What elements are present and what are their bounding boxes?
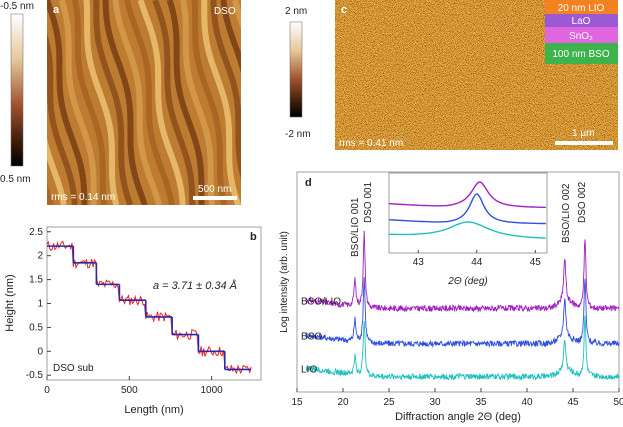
series-label: BSO/LIO bbox=[301, 296, 341, 307]
panel-b-letter: b bbox=[250, 231, 257, 243]
panel-b-ylabel: Height (nm) bbox=[4, 274, 16, 331]
panel-c-scalebar-label: 1 μm bbox=[572, 128, 594, 139]
x-tick-label: 500 bbox=[121, 385, 138, 396]
x-tick-label: 45 bbox=[567, 397, 579, 408]
panel-a-colorbar: -0.5 nm 0.5 nm bbox=[0, 1, 34, 185]
x-tick-label: 40 bbox=[521, 397, 533, 408]
panel-d-letter: d bbox=[305, 177, 312, 189]
panel-d-chart: d 15 20 25 30 35 40 45 50 BSO/LIO BSO LIO BSO/LIO… bbox=[279, 171, 623, 423]
inset-series-line bbox=[389, 181, 546, 209]
layer-lio bbox=[545, 0, 618, 14]
panel-d-inset: 43 44 45 2Θ (deg) bbox=[388, 172, 548, 287]
layer-lio-label: 20 nm LIO bbox=[558, 3, 605, 14]
panel-c-rms: rms = 0.41 nm bbox=[339, 138, 403, 149]
panel-c-scalebar bbox=[555, 141, 613, 145]
colorbar-a-top-label: -0.5 nm bbox=[0, 1, 34, 12]
series-label: BSO bbox=[301, 332, 322, 343]
y-tick-label: 1 bbox=[37, 299, 43, 310]
panel-c-colorbar: 2 nm -2 nm bbox=[285, 6, 311, 140]
panel-b-chart: b 0 500 1000-0.500.511.522.5 a = 3.71 ± 0.… bbox=[4, 226, 262, 416]
y-tick-label: 0 bbox=[37, 346, 43, 357]
layer-bso bbox=[545, 43, 618, 64]
panel-c-letter: c bbox=[341, 4, 347, 16]
layer-lao bbox=[545, 14, 618, 27]
layer-sno2-label: SnO₂ bbox=[569, 31, 593, 42]
xrd-series-line bbox=[305, 277, 620, 349]
layer-sno2 bbox=[545, 27, 618, 43]
y-tick-label: 0.5 bbox=[29, 322, 43, 333]
inset-x-tick-label: 43 bbox=[413, 257, 425, 268]
panel-b-frame bbox=[46, 226, 262, 381]
x-tick-label: 1000 bbox=[200, 385, 223, 396]
inset-series-line bbox=[388, 193, 546, 225]
layer-lao-label: LaO bbox=[572, 16, 591, 27]
series-label: LIO bbox=[301, 365, 317, 376]
layer-stack: 20 nm LIO LaO SnO₂ 100 nm BSO bbox=[545, 0, 618, 64]
panel-a-afm-image: a DSO rms = 0.14 nm 500 nm bbox=[47, 0, 332, 205]
panel-a-letter: a bbox=[53, 4, 60, 16]
panel-d-xlabel: Diffraction angle 2Θ (deg) bbox=[395, 411, 521, 423]
xrd-series-line bbox=[305, 230, 620, 313]
lattice-annotation: a = 3.71 ± 0.34 Å bbox=[153, 279, 237, 292]
inset-x-tick-label: 45 bbox=[530, 257, 542, 268]
panel-d-frame bbox=[296, 171, 620, 393]
x-tick-label: 0 bbox=[44, 385, 50, 396]
panel-a-sample-label: DSO bbox=[214, 6, 236, 17]
colorbar-a-bottom-label: 0.5 nm bbox=[0, 174, 31, 185]
peak-label-dso-001: DSO 001 bbox=[363, 181, 374, 223]
peak-label-bso-lio-002: BSO/LIO 002 bbox=[561, 183, 572, 243]
terrace-stripe bbox=[249, 0, 291, 205]
inset-x-tick-label: 44 bbox=[471, 257, 483, 268]
x-tick-label: 25 bbox=[383, 397, 395, 408]
xrd-series-line bbox=[305, 315, 620, 382]
layer-bso-label: 100 nm BSO bbox=[552, 49, 609, 60]
x-tick-label: 50 bbox=[613, 397, 623, 408]
x-tick-label: 35 bbox=[475, 397, 487, 408]
y-tick-label: 2 bbox=[37, 251, 43, 262]
inset-xlabel: 2Θ (deg) bbox=[447, 276, 487, 287]
terrace-stripe bbox=[232, 0, 241, 30]
colorbar-c-top-label: 2 nm bbox=[285, 6, 307, 17]
x-tick-label: 20 bbox=[337, 397, 349, 408]
peak-label-dso-002: DSO 002 bbox=[577, 181, 588, 223]
terrace-stripe bbox=[302, 0, 332, 205]
peak-label-bso-lio-001: BSO/LIO 001 bbox=[350, 197, 361, 257]
x-tick-label: 15 bbox=[291, 397, 303, 408]
panel-a-scalebar-label: 500 nm bbox=[198, 184, 231, 195]
y-tick-label: -0.5 bbox=[26, 370, 44, 381]
panel-b-xlabel: Length (nm) bbox=[124, 404, 183, 416]
panel-a-scalebar bbox=[193, 196, 237, 200]
panel-b-sample-label: DSO sub bbox=[53, 363, 94, 374]
panel-d-ylabel: Log intensity (arb. unit) bbox=[279, 231, 290, 333]
x-tick-label: 30 bbox=[429, 397, 441, 408]
height-profile-line bbox=[46, 240, 252, 375]
y-tick-label: 1.5 bbox=[29, 275, 43, 286]
y-tick-label: 2.5 bbox=[29, 227, 43, 238]
panel-a-rms: rms = 0.14 nm bbox=[51, 192, 115, 203]
colorbar-c-bottom-label: -2 nm bbox=[285, 129, 311, 140]
inset-series-line bbox=[389, 221, 546, 239]
